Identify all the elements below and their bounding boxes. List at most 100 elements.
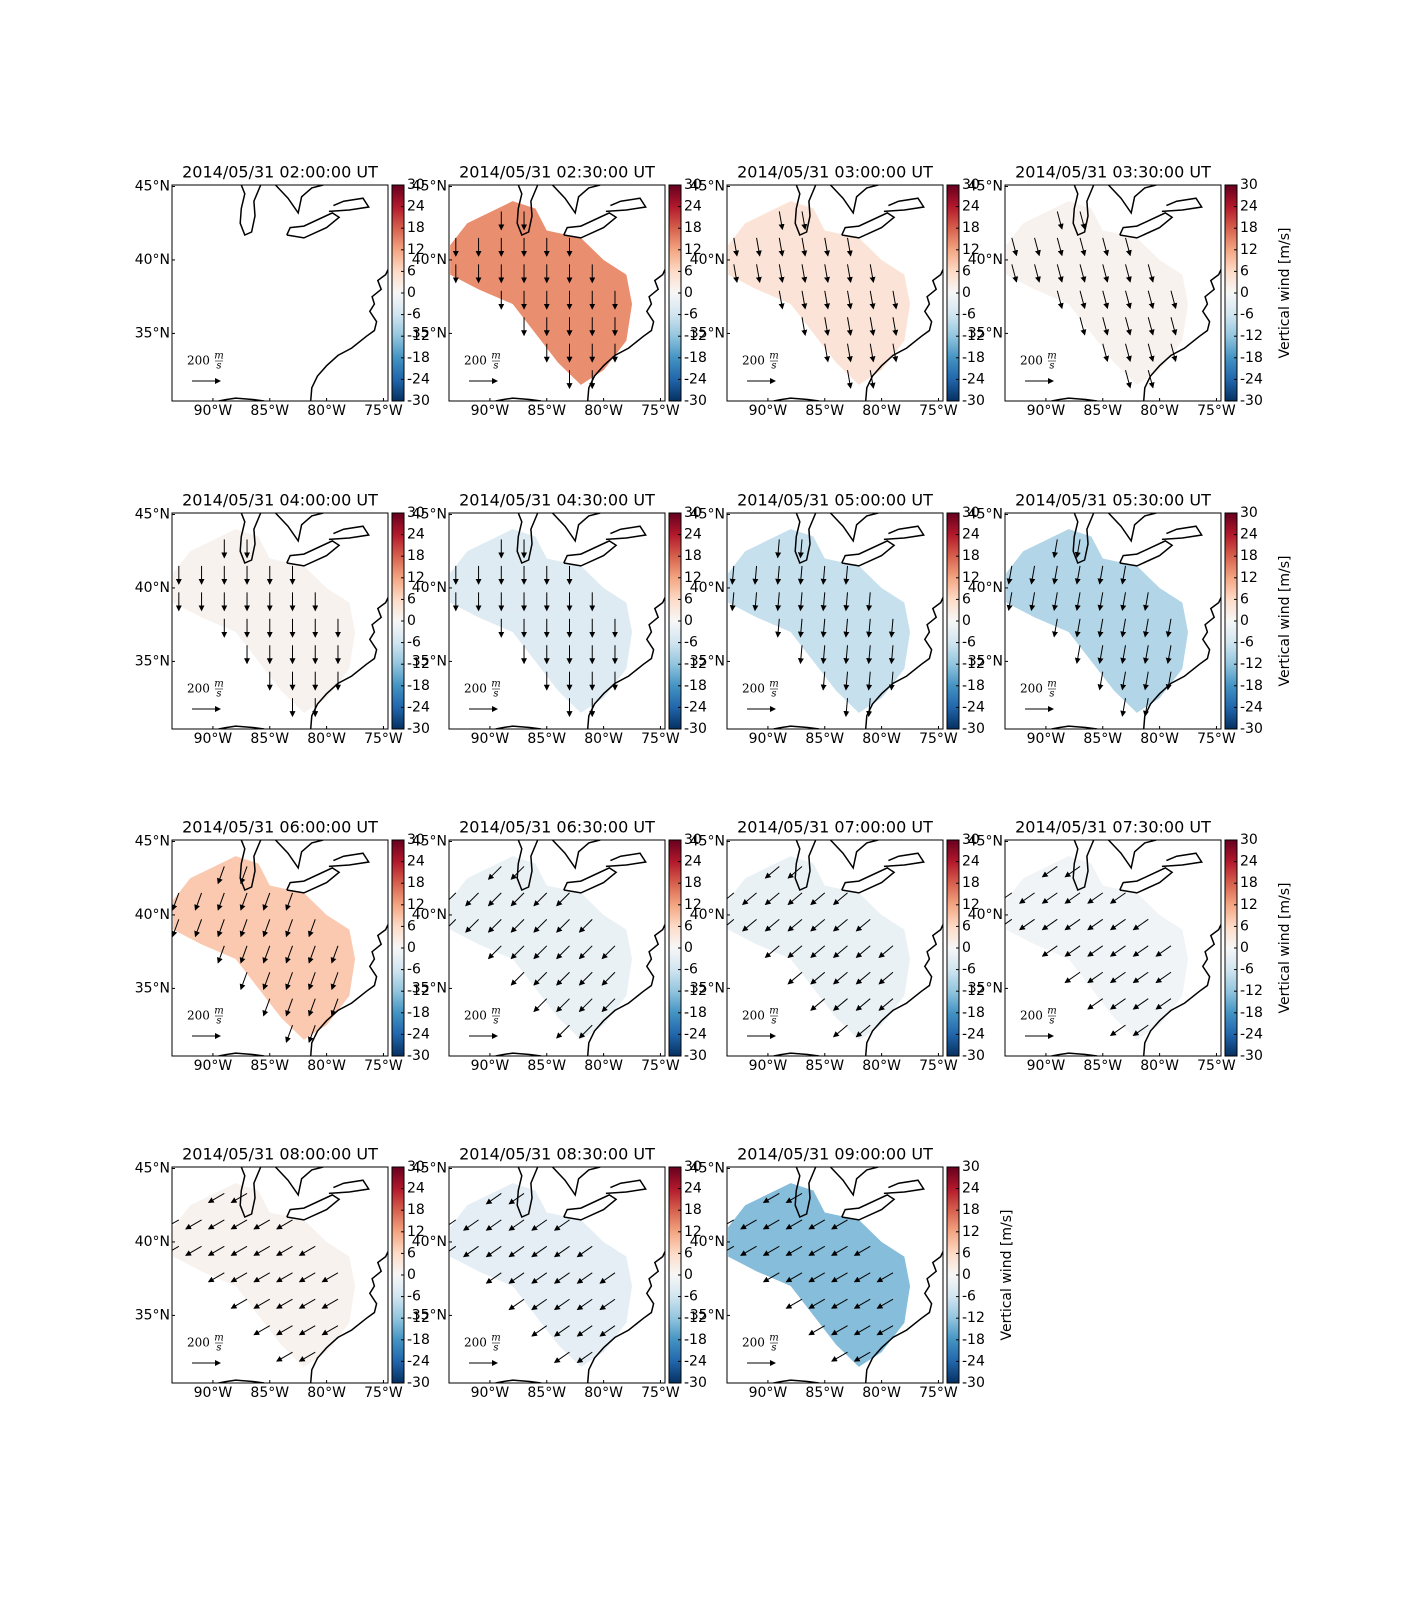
wind-vector xyxy=(508,1219,525,1231)
wind-vector xyxy=(485,1219,502,1231)
coastline xyxy=(773,1052,820,1056)
wind-vector xyxy=(820,618,827,638)
wind-vector xyxy=(831,1272,848,1283)
wind-vector xyxy=(185,1219,202,1230)
y-tick-label: 40°N xyxy=(690,1234,725,1250)
colorbar-tick-label: 12 xyxy=(407,897,425,913)
x-tick-label: 90°W xyxy=(749,1385,788,1401)
wind-region xyxy=(1006,856,1189,1040)
y-tick-label: 40°N xyxy=(135,580,170,596)
coastline xyxy=(1161,525,1203,541)
wind-vector xyxy=(846,264,853,284)
map-frame xyxy=(726,1166,944,1384)
wind-vector xyxy=(1056,264,1064,283)
colorbar-tick-label: -24 xyxy=(684,371,707,387)
x-tick-label: 75°W xyxy=(1197,1058,1236,1074)
x-tick-label: 85°W xyxy=(805,731,844,747)
map-area xyxy=(450,185,665,401)
scale-value: 200 xyxy=(742,354,765,368)
wind-vector xyxy=(764,892,780,906)
colorbar-tick-label: -24 xyxy=(1240,699,1263,715)
colorbar-tick-label: -30 xyxy=(962,1375,985,1391)
wind-vector xyxy=(321,1272,339,1283)
coastline xyxy=(841,540,896,567)
map-frame xyxy=(448,512,666,730)
x-tick-label: 80°W xyxy=(307,1385,346,1401)
scale-value: 200 xyxy=(742,682,765,696)
colorbar-tick-label: -6 xyxy=(1240,962,1254,978)
wind-vector xyxy=(531,1325,548,1337)
wind-vector xyxy=(262,972,271,991)
wind-vector xyxy=(1079,237,1087,257)
wind-vector xyxy=(1052,565,1058,585)
colorbar-tick-label: -18 xyxy=(962,1332,985,1348)
wind-vector xyxy=(449,1219,457,1226)
wind-vector xyxy=(797,592,804,612)
x-tick-label: 75°W xyxy=(919,403,958,419)
x-tick-label: 90°W xyxy=(194,403,233,419)
y-tick-label: 40°N xyxy=(135,252,170,268)
map-frame xyxy=(448,839,666,1057)
colorbar-tick-label: -12 xyxy=(407,328,430,344)
wind-vector xyxy=(876,1298,894,1309)
y-tick-label: 35°N xyxy=(968,980,1003,996)
wind-vector xyxy=(262,919,271,938)
colorbar-tick-label: -24 xyxy=(684,1353,707,1369)
y-tick-label: 45°N xyxy=(135,1160,170,1176)
wind-vector xyxy=(797,618,804,638)
scale-unit-num: m xyxy=(769,1333,778,1344)
wind-vector xyxy=(1170,290,1178,310)
x-tick-label: 75°W xyxy=(1197,403,1236,419)
colorbar-tick-label: 12 xyxy=(962,570,980,586)
colorbar-tick-label: 24 xyxy=(1240,199,1258,215)
wind-region xyxy=(728,529,911,713)
wind-vector xyxy=(853,1298,871,1309)
wind-vector xyxy=(276,1272,293,1283)
colorbar-label: Vertical wind [m/s] xyxy=(1277,883,1293,1014)
wind-vector xyxy=(1102,290,1110,310)
coastline xyxy=(516,513,539,565)
wind-vector xyxy=(824,317,830,336)
wind-vector xyxy=(262,998,271,1017)
panel-title: 2014/05/31 03:30:00 UT xyxy=(1015,163,1211,182)
coastline xyxy=(286,1194,341,1221)
scale-unit-den: s xyxy=(771,689,776,700)
wind-vector xyxy=(892,317,899,336)
wind-vector xyxy=(276,1245,293,1256)
panel-title: 2014/05/31 02:30:00 UT xyxy=(459,163,655,182)
wind-vector xyxy=(1074,592,1081,612)
colorbar-tick-label: -6 xyxy=(684,307,698,323)
map-area xyxy=(450,513,665,729)
wind-vector xyxy=(1125,343,1132,363)
wind-vector xyxy=(727,892,735,900)
y-tick-label: 35°N xyxy=(968,325,1003,341)
wind-vector xyxy=(778,211,785,231)
colorbar-tick-label: -30 xyxy=(407,1048,430,1064)
colorbar-tick-label: 6 xyxy=(962,591,971,607)
colorbar-tick-label: 6 xyxy=(962,263,971,279)
wind-vector xyxy=(778,264,785,284)
x-tick-label: 75°W xyxy=(641,1385,680,1401)
colorbar-tick-label: -30 xyxy=(684,1375,707,1391)
wind-vector xyxy=(785,1193,803,1203)
colorbar-tick-label: 30 xyxy=(962,505,980,521)
coastline xyxy=(551,1167,601,1197)
coastline xyxy=(309,580,388,729)
x-tick-label: 75°W xyxy=(364,1058,403,1074)
wind-vector xyxy=(230,1298,248,1309)
colorbar-tick-label: -24 xyxy=(684,699,707,715)
wind-vector xyxy=(1109,971,1126,984)
coastline xyxy=(516,840,539,892)
wind-vector xyxy=(307,972,316,991)
wind-vector xyxy=(855,1024,871,1038)
wind-vector xyxy=(207,1219,225,1230)
panel-title: 2014/05/31 02:00:00 UT xyxy=(182,163,378,182)
colorbar-tick-label: 30 xyxy=(684,1159,702,1175)
colorbar-tick-label: 0 xyxy=(407,1267,416,1283)
wind-region xyxy=(450,856,633,1040)
wind-vector xyxy=(1132,1024,1149,1037)
wind-vector xyxy=(556,971,570,986)
wind-vector xyxy=(1079,290,1087,310)
colorbar-tick-label: -30 xyxy=(684,393,707,409)
coastline xyxy=(309,1234,388,1383)
